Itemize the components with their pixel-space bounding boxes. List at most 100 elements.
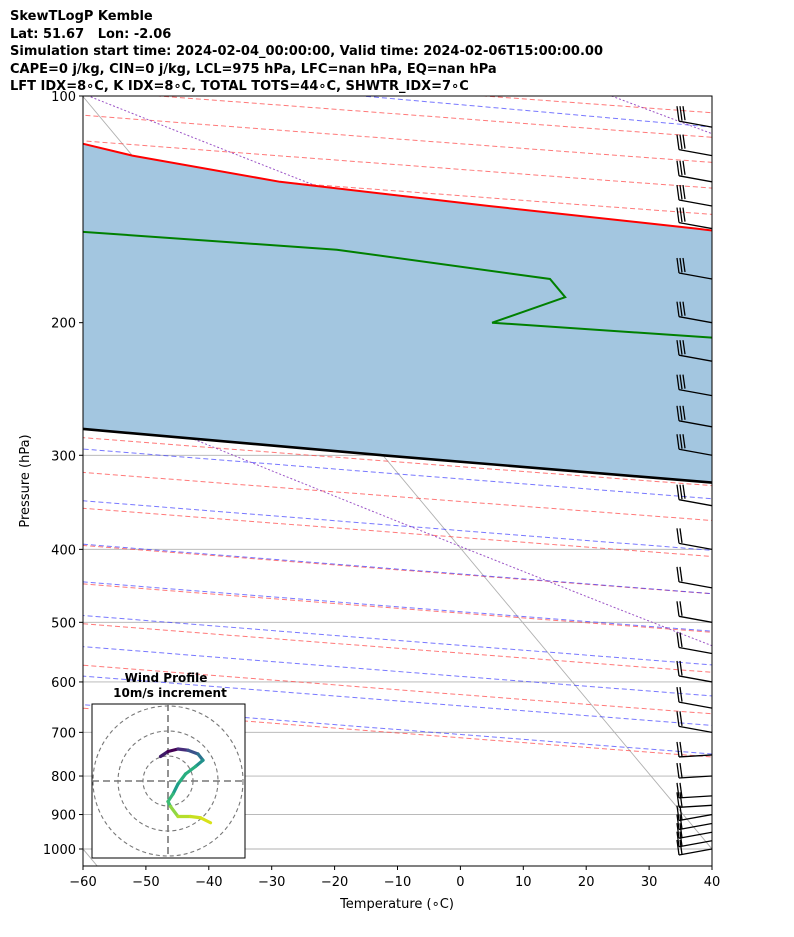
wind-barb xyxy=(676,741,712,758)
wind-barb xyxy=(676,484,712,507)
hodograph-segment xyxy=(176,747,190,752)
barb-shaft xyxy=(678,316,712,324)
barb-flag xyxy=(676,184,680,201)
barb-flag xyxy=(676,711,680,727)
wind-barb xyxy=(676,831,712,848)
wind-barb xyxy=(676,106,712,128)
barb-flag xyxy=(679,134,683,150)
y-axis-label: Pressure (hPa) xyxy=(18,434,33,527)
barb-shaft xyxy=(678,775,712,779)
barb-shaft xyxy=(678,499,712,507)
x-tick-label: −60 xyxy=(69,875,96,890)
y-tick-label: 300 xyxy=(51,449,76,464)
barb-flag xyxy=(676,632,680,648)
barb-flag xyxy=(683,75,685,89)
x-tick-label: 40 xyxy=(704,875,721,890)
barb-flag xyxy=(679,484,683,500)
barb-flag xyxy=(679,711,683,726)
barb-flag xyxy=(682,257,686,273)
wind-barb xyxy=(676,632,712,655)
barb-flag xyxy=(679,805,683,821)
title-station: SkewTLogP Kemble xyxy=(10,9,153,24)
barb-flag xyxy=(676,762,680,779)
cape-cin-line: CAPE=0 j/kg, CIN=0 j/kg, LCL=975 hPa, LF… xyxy=(10,61,497,77)
x-tick-label: 0 xyxy=(456,875,464,890)
wind-barb xyxy=(676,782,712,799)
barb-flag xyxy=(679,632,683,648)
cape-shading xyxy=(83,143,712,483)
barb-flag xyxy=(676,484,680,500)
simulation-times: Simulation start time: 2024-02-04_00:00:… xyxy=(10,44,603,59)
wind-profile-inset: Wind Profile 10m/s increment xyxy=(91,671,246,859)
wind-barb xyxy=(676,301,712,324)
barb-flag xyxy=(679,184,683,200)
barb-shaft xyxy=(708,96,712,97)
wind-barb xyxy=(676,687,712,709)
y-tick-label: 200 xyxy=(51,317,76,332)
y-tick-label: 100 xyxy=(51,90,76,105)
barb-shaft xyxy=(678,725,712,733)
x-tick-label: −40 xyxy=(195,875,222,890)
barb-flag xyxy=(680,75,682,90)
wind-barb xyxy=(676,792,712,808)
x-axis-ticks: −60 −50 −40 −30 −20 −10 0 10 20 30 40 xyxy=(69,866,720,890)
wind-barb xyxy=(676,711,712,733)
wind-barb xyxy=(676,160,712,183)
barb-flag xyxy=(679,601,683,616)
wind-barb xyxy=(676,566,712,589)
barb-flag xyxy=(676,839,680,856)
barb-shaft xyxy=(678,754,712,758)
barb-flag xyxy=(676,823,680,839)
wind-barb xyxy=(676,207,712,230)
wind-barb xyxy=(676,805,712,822)
barb-flag xyxy=(682,106,686,121)
barb-flag xyxy=(682,207,686,222)
barb-flag xyxy=(676,782,680,798)
barb-flag xyxy=(679,106,683,121)
wind-barb xyxy=(676,405,712,428)
barb-flag xyxy=(679,814,683,830)
barb-flag xyxy=(676,687,680,703)
barb-flag xyxy=(676,340,680,356)
barb-flag xyxy=(679,762,683,778)
wind-barb xyxy=(676,184,712,207)
barb-flag xyxy=(676,134,680,150)
y-axis-ticks: 100 200 300 400 500 600 700 800 900 1000 xyxy=(43,90,83,858)
barb-flag xyxy=(682,405,686,420)
y-tick-label: 800 xyxy=(51,770,76,785)
x-tick-label: 20 xyxy=(578,875,595,890)
barb-shaft xyxy=(678,120,712,128)
x-tick-label: 30 xyxy=(641,875,658,890)
barb-flag xyxy=(682,484,686,499)
barb-flag xyxy=(682,160,686,175)
barb-flag xyxy=(676,434,680,450)
barb-flag xyxy=(676,528,680,544)
barb-shaft xyxy=(678,389,712,397)
barb-flag xyxy=(682,301,686,316)
hodograph-segment xyxy=(188,814,203,820)
barb-flag xyxy=(676,601,680,617)
inset-title: Wind Profile xyxy=(125,671,208,685)
plot-area xyxy=(83,75,712,866)
barb-flag xyxy=(682,184,686,200)
barb-flag xyxy=(676,207,680,223)
barb-shaft xyxy=(678,148,712,157)
barb-flag xyxy=(676,792,680,808)
barb-flag xyxy=(679,792,683,807)
wind-barbs xyxy=(676,75,712,856)
x-tick-label: 10 xyxy=(515,875,532,890)
inset-subtitle: 10m/s increment xyxy=(113,686,227,700)
barb-shaft xyxy=(678,813,712,822)
barb-flag xyxy=(676,160,680,176)
barb-flag xyxy=(682,340,686,355)
barb-shaft xyxy=(678,448,712,456)
wind-barb xyxy=(676,839,712,856)
wind-barb xyxy=(676,660,712,683)
x-tick-label: −20 xyxy=(321,875,348,890)
y-tick-label: 600 xyxy=(51,676,76,691)
wind-barb xyxy=(676,528,712,550)
temperature-line xyxy=(83,142,712,232)
barb-shaft xyxy=(678,581,712,589)
wind-barb xyxy=(676,257,712,280)
